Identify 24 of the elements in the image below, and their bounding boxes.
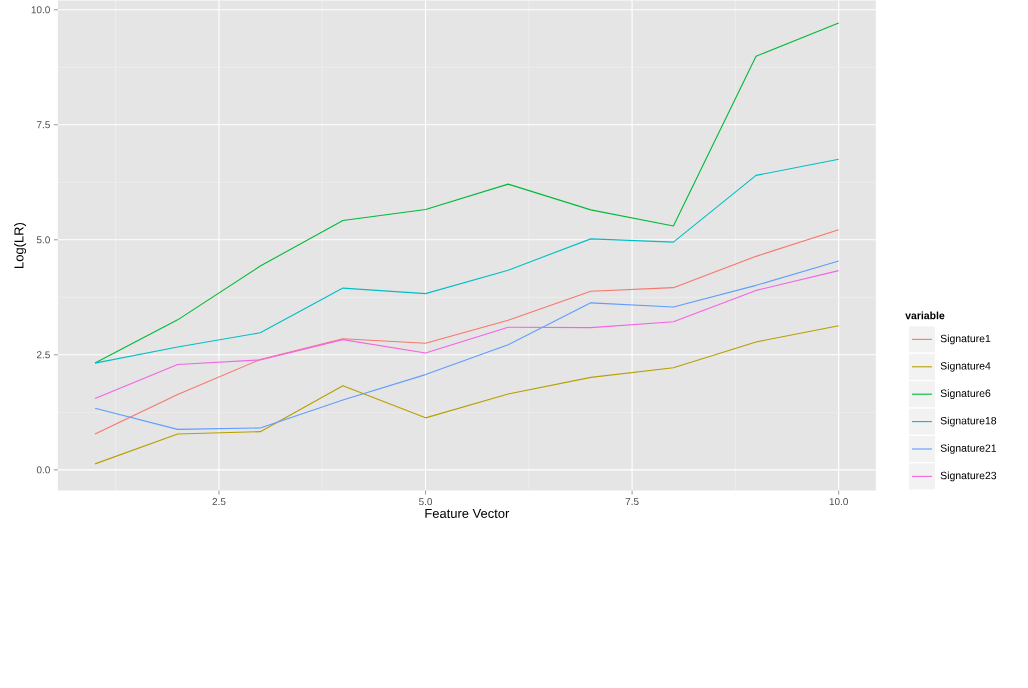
y-tick-label: 10.0 [31, 6, 50, 14]
line-series [94, 228, 840, 435]
y-tick-label: 2.5 [36, 351, 50, 359]
line-series [94, 158, 840, 364]
x-axis-title: Feature Vector [425, 508, 510, 518]
legend-label: Signature18 [940, 416, 997, 427]
x-tick-label: 5.0 [419, 497, 433, 505]
y-tick-label: 5.0 [36, 236, 50, 244]
legend-label: Signature23 [940, 471, 997, 482]
line-series [94, 260, 840, 430]
legend-label: Signature21 [940, 443, 997, 454]
line-series [94, 325, 840, 465]
y-tick-label: 7.5 [36, 121, 50, 129]
y-axis-title: Log(LR) [14, 222, 27, 268]
legend-label: Signature1 [940, 334, 991, 345]
x-tick-label: 2.5 [212, 497, 226, 505]
line-series [94, 22, 840, 364]
y-tick-label: 0.0 [36, 466, 50, 474]
x-tick-label: 10.0 [829, 497, 848, 505]
line-series [94, 269, 840, 399]
legend-title: variable [905, 311, 945, 320]
x-tick-label: 7.5 [625, 497, 639, 505]
legend-label: Signature6 [940, 389, 991, 399]
legend-label: Signature4 [940, 361, 991, 372]
